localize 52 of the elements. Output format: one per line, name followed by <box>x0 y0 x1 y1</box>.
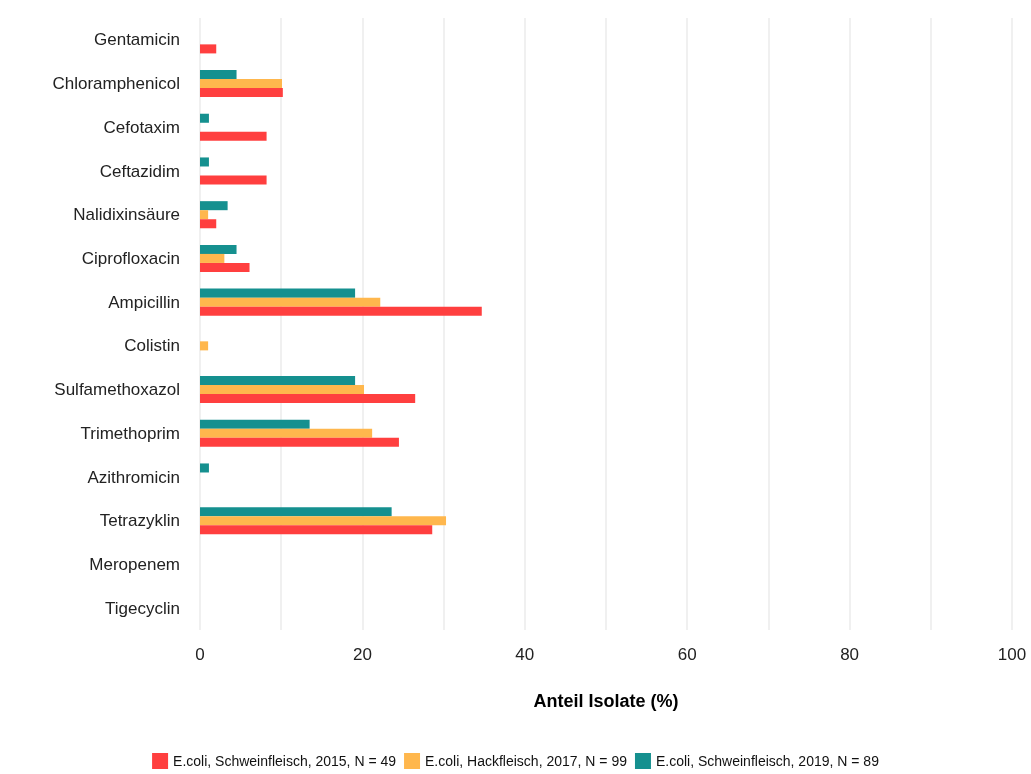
bar <box>200 79 283 89</box>
y-tick-label: Ampicillin <box>108 292 180 312</box>
bar <box>200 157 209 167</box>
bar <box>200 201 228 211</box>
bar <box>200 297 381 307</box>
bar <box>200 428 373 438</box>
y-tick-label: Azithromicin <box>87 467 180 487</box>
bar <box>200 88 283 98</box>
y-tick-label: Tigecyclin <box>105 598 180 618</box>
bar <box>200 385 365 395</box>
x-axis-title: Anteil Isolate (%) <box>533 691 679 711</box>
y-tick-label: Gentamicin <box>94 30 180 50</box>
legend-label: E.coli, Hackfleisch, 2017, N = 99 <box>425 753 628 769</box>
bar <box>200 175 267 185</box>
bar <box>200 507 392 517</box>
y-tick-label: Nalidixinsäure <box>73 205 180 225</box>
bar <box>200 463 209 473</box>
bar <box>200 131 267 141</box>
bar <box>200 437 399 447</box>
y-tick-label: Chloramphenicol <box>52 74 180 94</box>
y-tick-label: Colistin <box>124 336 180 356</box>
bar <box>200 525 433 535</box>
bar <box>200 394 416 404</box>
y-tick-label: Sulfamethoxazol <box>54 380 180 400</box>
x-tick-label: 100 <box>997 645 1027 664</box>
bar <box>200 244 237 254</box>
y-tick-label: Meropenem <box>89 554 180 574</box>
bar <box>200 341 209 351</box>
bar <box>200 70 237 80</box>
bar <box>200 210 209 220</box>
bar <box>200 516 447 526</box>
y-tick-label: Ciprofloxacin <box>81 248 180 268</box>
bar <box>200 306 482 316</box>
legend-label: E.coli, Schweinfleisch, 2019, N = 89 <box>655 753 880 769</box>
bar <box>200 253 225 263</box>
bar <box>200 219 217 229</box>
bar <box>200 288 356 298</box>
x-tick-label: 0 <box>195 645 205 664</box>
bar <box>200 419 310 429</box>
y-tick-label: Tetrazyklin <box>99 511 180 531</box>
y-tick-label: Ceftazidim <box>99 161 180 181</box>
x-tick-label: 20 <box>352 645 372 664</box>
bar <box>200 44 217 54</box>
y-tick-label: Trimethoprim <box>80 423 180 443</box>
x-tick-label: 60 <box>677 645 697 664</box>
y-tick-label: Cefotaxim <box>103 117 180 137</box>
bar <box>200 376 356 386</box>
x-tick-label: 80 <box>840 645 860 664</box>
bar <box>200 113 209 123</box>
x-tick-label: 40 <box>515 645 535 664</box>
bar <box>200 262 250 272</box>
legend-label: E.coli, Schweinfleisch, 2015, N = 49 <box>173 753 397 769</box>
